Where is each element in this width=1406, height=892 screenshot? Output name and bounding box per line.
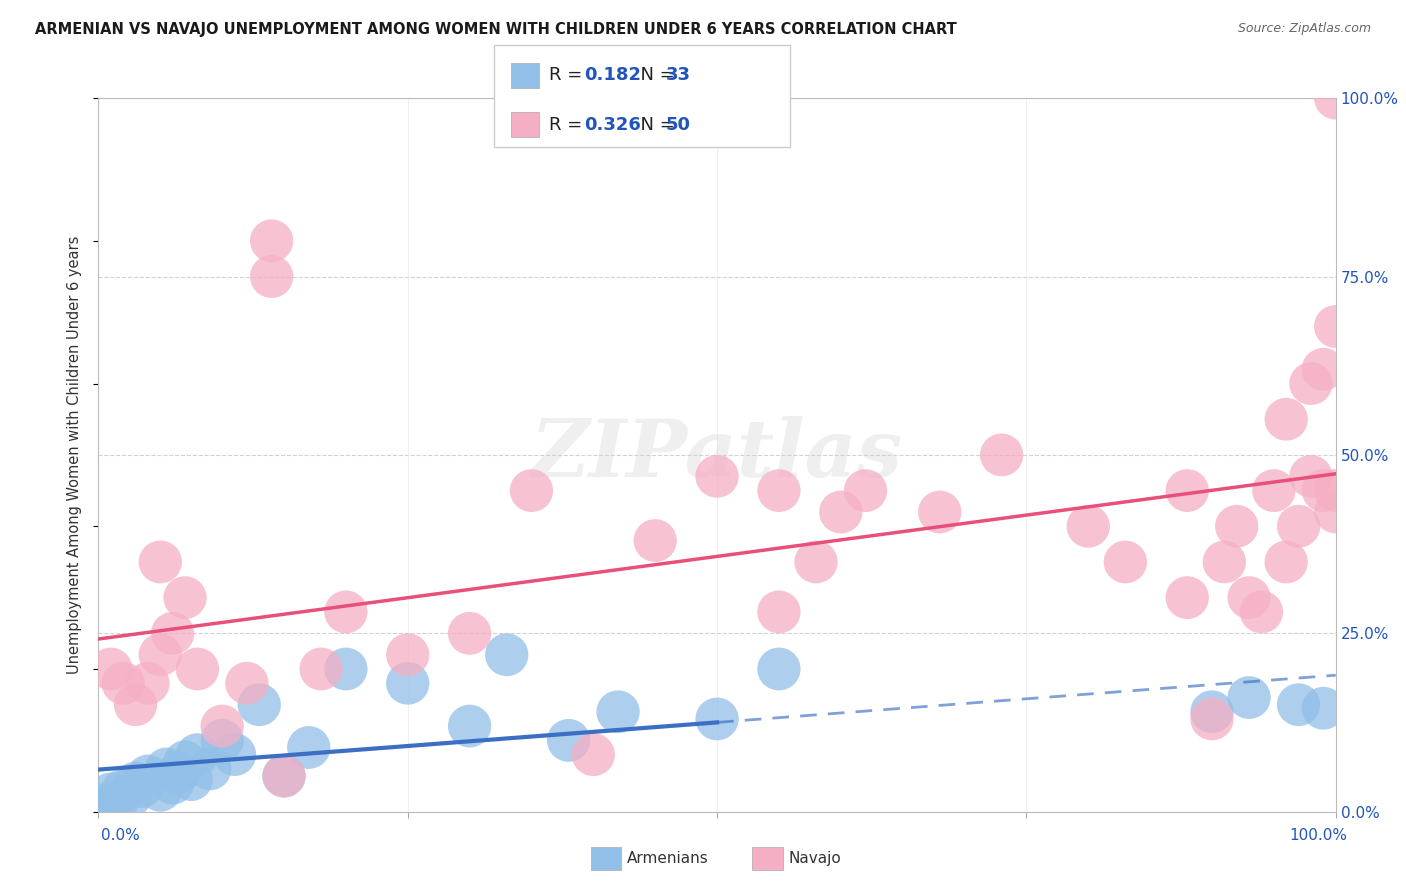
Ellipse shape <box>1166 469 1209 512</box>
Ellipse shape <box>387 633 429 676</box>
Ellipse shape <box>572 733 614 776</box>
Ellipse shape <box>145 747 188 790</box>
Ellipse shape <box>201 719 243 762</box>
Ellipse shape <box>1240 591 1284 633</box>
Ellipse shape <box>1166 576 1209 619</box>
Text: 0.326: 0.326 <box>585 116 641 134</box>
Ellipse shape <box>696 455 738 498</box>
Ellipse shape <box>170 758 212 801</box>
Ellipse shape <box>510 469 553 512</box>
Text: R =: R = <box>550 66 588 85</box>
Ellipse shape <box>96 780 139 822</box>
Text: R =: R = <box>550 116 588 134</box>
Ellipse shape <box>188 747 232 790</box>
Ellipse shape <box>1289 362 1333 405</box>
Ellipse shape <box>596 690 640 733</box>
Ellipse shape <box>449 612 491 655</box>
Ellipse shape <box>1191 690 1233 733</box>
Ellipse shape <box>449 705 491 747</box>
Ellipse shape <box>820 491 862 533</box>
Ellipse shape <box>127 755 170 797</box>
Ellipse shape <box>101 662 145 705</box>
Ellipse shape <box>108 776 150 819</box>
Ellipse shape <box>758 648 800 690</box>
Ellipse shape <box>1277 683 1320 726</box>
Y-axis label: Unemployment Among Women with Children Under 6 years: Unemployment Among Women with Children U… <box>67 235 83 674</box>
Ellipse shape <box>1315 77 1357 120</box>
Ellipse shape <box>139 769 181 812</box>
Ellipse shape <box>758 469 800 512</box>
Ellipse shape <box>176 648 219 690</box>
Text: N =: N = <box>630 116 681 134</box>
Ellipse shape <box>1264 398 1308 441</box>
Text: 0.182: 0.182 <box>585 66 641 85</box>
Ellipse shape <box>83 783 127 826</box>
Ellipse shape <box>1104 541 1147 583</box>
Ellipse shape <box>163 740 207 783</box>
Ellipse shape <box>387 662 429 705</box>
Text: ARMENIAN VS NAVAJO UNEMPLOYMENT AMONG WOMEN WITH CHILDREN UNDER 6 YEARS CORRELAT: ARMENIAN VS NAVAJO UNEMPLOYMENT AMONG WO… <box>35 22 957 37</box>
Ellipse shape <box>212 733 256 776</box>
Ellipse shape <box>1302 348 1346 391</box>
Text: 0.0%: 0.0% <box>101 829 141 843</box>
Ellipse shape <box>1315 469 1357 512</box>
Ellipse shape <box>139 633 181 676</box>
Text: 50: 50 <box>666 116 690 134</box>
Ellipse shape <box>758 591 800 633</box>
Ellipse shape <box>1215 505 1258 548</box>
Ellipse shape <box>114 762 157 805</box>
Ellipse shape <box>263 755 305 797</box>
Ellipse shape <box>89 648 132 690</box>
Ellipse shape <box>163 576 207 619</box>
Ellipse shape <box>139 541 181 583</box>
Ellipse shape <box>1289 455 1333 498</box>
Ellipse shape <box>1315 305 1357 348</box>
Ellipse shape <box>696 698 738 740</box>
Ellipse shape <box>225 662 269 705</box>
Ellipse shape <box>1227 576 1271 619</box>
Ellipse shape <box>150 762 194 805</box>
Text: Armenians: Armenians <box>627 851 709 865</box>
Ellipse shape <box>150 612 194 655</box>
Ellipse shape <box>1202 541 1246 583</box>
Ellipse shape <box>176 733 219 776</box>
Ellipse shape <box>794 541 838 583</box>
Ellipse shape <box>263 755 305 797</box>
Ellipse shape <box>1302 469 1346 512</box>
Ellipse shape <box>89 772 132 815</box>
Ellipse shape <box>918 491 962 533</box>
Ellipse shape <box>120 765 163 808</box>
Ellipse shape <box>250 255 294 298</box>
Text: Navajo: Navajo <box>789 851 842 865</box>
Text: N =: N = <box>630 66 681 85</box>
Text: 100.0%: 100.0% <box>1289 829 1347 843</box>
Ellipse shape <box>1264 541 1308 583</box>
Ellipse shape <box>1191 698 1233 740</box>
Ellipse shape <box>127 662 170 705</box>
Ellipse shape <box>299 648 343 690</box>
Ellipse shape <box>1315 491 1357 533</box>
Text: Source: ZipAtlas.com: Source: ZipAtlas.com <box>1237 22 1371 36</box>
Ellipse shape <box>844 469 887 512</box>
Ellipse shape <box>250 219 294 262</box>
Ellipse shape <box>1067 505 1109 548</box>
Ellipse shape <box>101 769 145 812</box>
Ellipse shape <box>485 633 529 676</box>
Ellipse shape <box>157 751 201 794</box>
Ellipse shape <box>238 683 281 726</box>
Ellipse shape <box>980 434 1024 476</box>
Ellipse shape <box>547 719 591 762</box>
Ellipse shape <box>634 519 676 562</box>
Text: ZIPatlas: ZIPatlas <box>531 417 903 493</box>
Ellipse shape <box>325 591 367 633</box>
Ellipse shape <box>1253 469 1295 512</box>
Ellipse shape <box>1277 505 1320 548</box>
Ellipse shape <box>1302 687 1346 730</box>
Ellipse shape <box>114 683 157 726</box>
Text: 33: 33 <box>666 66 690 85</box>
Ellipse shape <box>287 726 330 769</box>
Ellipse shape <box>201 705 243 747</box>
Ellipse shape <box>325 648 367 690</box>
Ellipse shape <box>1227 676 1271 719</box>
